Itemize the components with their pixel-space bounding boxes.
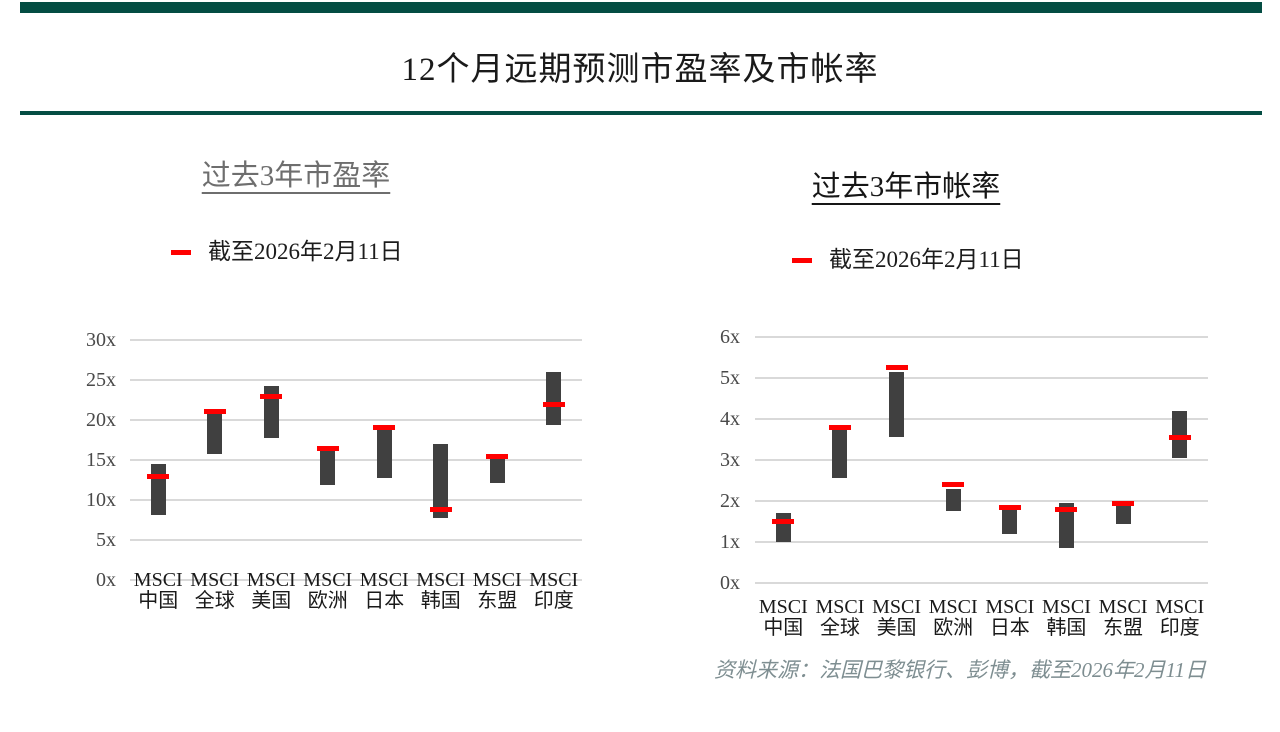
gridline	[130, 579, 582, 581]
current-value-marker	[373, 424, 396, 430]
current-value-marker	[429, 507, 452, 513]
y-axis-tick-label: 1x	[720, 531, 740, 553]
range-bar	[1115, 505, 1131, 524]
y-axis-tick-label: 30x	[86, 329, 116, 351]
pe-legend-label: 截至2026年2月11日	[208, 239, 403, 264]
current-value-marker	[486, 454, 509, 460]
current-value-marker	[260, 393, 283, 399]
x-category-label: MSCI 印度	[1155, 596, 1205, 639]
gridline	[755, 377, 1208, 379]
gridline	[755, 459, 1208, 461]
y-axis-tick-label: 5x	[96, 529, 116, 551]
pb-chart-title: 过去3年市帐率	[811, 171, 1001, 203]
current-value-marker	[772, 519, 795, 524]
x-category-label: MSCI 中国	[758, 596, 808, 639]
y-axis-tick-label: 5x	[720, 367, 740, 389]
pe-chart-title: 过去3年市盈率	[201, 160, 391, 192]
range-bar	[150, 464, 166, 516]
x-category-label: MSCI 东盟	[1098, 596, 1148, 639]
x-category-label: MSCI 韩国	[1041, 596, 1091, 639]
current-value-marker	[203, 408, 226, 414]
range-bar	[207, 414, 223, 454]
range-bar	[489, 459, 505, 484]
current-value-marker	[1055, 506, 1078, 512]
range-bar	[433, 444, 449, 518]
gridline	[755, 418, 1208, 420]
current-value-marker	[828, 424, 851, 430]
x-category-label: MSCI 印度	[529, 569, 579, 612]
x-category-label: MSCI 全球	[190, 569, 240, 612]
y-axis-tick-label: 3x	[720, 449, 740, 471]
y-axis-tick-label: 25x	[86, 369, 116, 391]
range-bar	[889, 371, 905, 438]
range-bar	[1058, 503, 1074, 549]
header-accent-bar	[20, 2, 1262, 13]
y-axis-tick-label: 0x	[96, 569, 116, 591]
x-category-label: MSCI 中国	[133, 569, 183, 612]
current-value-dash-icon	[171, 249, 191, 255]
range-bar	[546, 372, 562, 425]
pb-chart-legend: 截至2026年2月11日	[792, 248, 1024, 272]
gridline	[130, 499, 582, 501]
current-value-marker	[542, 401, 565, 407]
x-category-label: MSCI 日本	[985, 596, 1035, 639]
x-category-label: MSCI 欧洲	[928, 596, 978, 639]
current-value-marker	[998, 504, 1021, 510]
current-value-marker	[885, 365, 908, 371]
y-axis-tick-label: 15x	[86, 449, 116, 471]
gridline	[755, 582, 1208, 584]
range-bar	[1002, 505, 1018, 534]
x-category-label: MSCI 全球	[815, 596, 865, 639]
current-value-dash-icon	[792, 257, 812, 263]
gridline	[130, 539, 582, 541]
x-category-label: MSCI 欧洲	[303, 569, 353, 612]
range-bar	[376, 428, 392, 478]
gridline	[130, 379, 582, 381]
x-category-label: MSCI 韩国	[416, 569, 466, 612]
gridline	[755, 500, 1208, 502]
range-bar	[945, 488, 961, 512]
x-category-label: MSCI 东盟	[472, 569, 522, 612]
x-category-label: MSCI 日本	[359, 569, 409, 612]
x-category-label: MSCI 美国	[872, 596, 922, 639]
range-bar	[263, 385, 279, 438]
gridline	[755, 336, 1208, 338]
gridline	[130, 339, 582, 341]
gridline	[130, 419, 582, 421]
current-value-marker	[147, 473, 170, 479]
range-bar	[1172, 410, 1188, 458]
range-bar	[320, 448, 336, 485]
source-note: 资料来源：法国巴黎银行、彭博，截至2026年2月11日	[714, 658, 1206, 682]
gridline	[755, 541, 1208, 543]
x-category-label: MSCI 美国	[246, 569, 296, 612]
gridline	[130, 459, 582, 461]
current-value-marker	[1168, 434, 1191, 440]
y-axis-tick-label: 2x	[720, 490, 740, 512]
pb-legend-label: 截至2026年2月11日	[829, 247, 1024, 272]
y-axis-tick-label: 6x	[720, 326, 740, 348]
range-bar	[832, 429, 848, 479]
current-value-marker	[316, 446, 339, 452]
y-axis-tick-label: 20x	[86, 409, 116, 431]
current-value-marker	[1112, 500, 1135, 506]
page-title: 12个月远期预测市盈率及市帐率	[401, 52, 879, 88]
header-divider	[20, 111, 1262, 115]
range-bar	[775, 513, 791, 542]
pe-chart-legend: 截至2026年2月11日	[171, 240, 403, 264]
y-axis-tick-label: 0x	[720, 572, 740, 594]
current-value-marker	[942, 482, 965, 488]
y-axis-tick-label: 4x	[720, 408, 740, 430]
y-axis-tick-label: 10x	[86, 489, 116, 511]
